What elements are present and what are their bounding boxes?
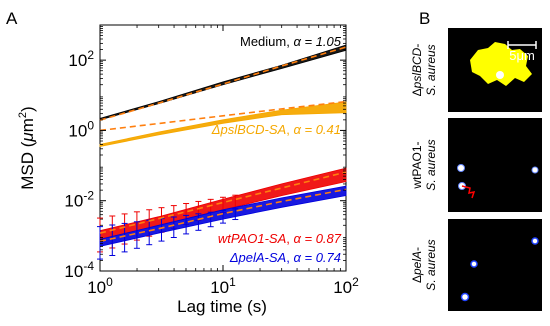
anno-pslbcd-name: ΔpslBCD-SA [211,122,286,137]
micrograph-2-track [461,185,476,199]
anno-wtpao1-name: wtPAO1-SA [218,231,286,246]
anno-pela: ΔpelA-SA, α = 0.74 [229,250,341,265]
anno-medium: Medium, α = 1.05 [240,34,342,49]
anno-medium-alpha: α = 1.05 [293,34,341,49]
axis-tick-labels: 100 101 102 10-4 10-2 100 102 [64,48,359,297]
series-bands [97,44,347,260]
micrograph-2-label: wtPAO1-S. aureus [410,139,438,190]
band-series-1 [99,101,347,147]
anno-pslbcd: ΔpslBCD-SA, α = 0.41 [211,122,341,137]
series-fits [99,46,347,243]
axis-ticks [99,25,347,272]
micrograph-1-track [470,42,532,86]
micrograph-2-background [448,118,542,212]
anno-pela-alpha: α = 0.74 [293,250,341,265]
panel-b-letter: B [419,9,430,28]
y-axis-label-mu: μ [18,132,37,143]
y-axis-label-exp: 2 [17,112,29,118]
y-tick-label-2: 100 [68,118,94,140]
y-axis-label-close: ) [18,106,37,112]
fit-line-series-2 [99,171,347,234]
micrograph-1-cell [496,71,504,79]
micrograph-1-label: ΔpslBCD-S. aureus [410,44,438,97]
anno-medium-name: Medium [240,34,286,49]
x-tick-label-2: 102 [333,275,359,297]
y-tick-label-3: 102 [68,48,94,70]
fit-line-series-0 [99,46,347,121]
msd-chart: 100 101 102 10-4 10-2 100 102 Lag time (s) MSD… [17,24,359,316]
micrograph-2-cell-1 [457,164,465,172]
micrograph-3-cell-2 [470,260,478,268]
micrograph-3-cell-3 [460,292,470,302]
panel-b: 5μm ΔpslBCD-S. aureus wtPAO1-S. aureus Δ… [410,28,542,311]
anno-wtpao1: wtPAO1-SA, α = 0.87 [218,231,342,246]
micrograph-3-cell-1 [531,237,539,245]
x-axis-label: Lag time (s) [177,297,267,316]
anno-wtpao1-alpha: α = 0.87 [293,231,341,246]
y-axis-label: MSD (μm2) [17,106,37,189]
micrograph-2 [448,118,542,212]
y-axis-label-unit: m [18,118,37,132]
micrograph-3 [448,219,542,311]
x-tick-label-1: 101 [210,275,236,297]
micrograph-1: 5μm [448,28,542,112]
micrograph-3-label: ΔpelA-S. aureus [410,239,438,290]
anno-pslbcd-alpha: α = 0.41 [293,122,341,137]
y-tick-label-0: 10-4 [64,259,94,281]
y-tick-label-1: 10-2 [64,189,94,211]
fit-line-series-1 [99,100,347,132]
scale-bar-label: 5μm [509,48,535,63]
y-axis-label-main: MSD ( [18,141,37,190]
fit-line-series-3 [99,188,347,243]
x-tick-label-0: 100 [87,275,113,297]
panel-a-letter: A [6,9,18,28]
anno-pela-name: ΔpelA-SA [229,250,286,265]
micrograph-2-cell-3 [531,166,539,174]
